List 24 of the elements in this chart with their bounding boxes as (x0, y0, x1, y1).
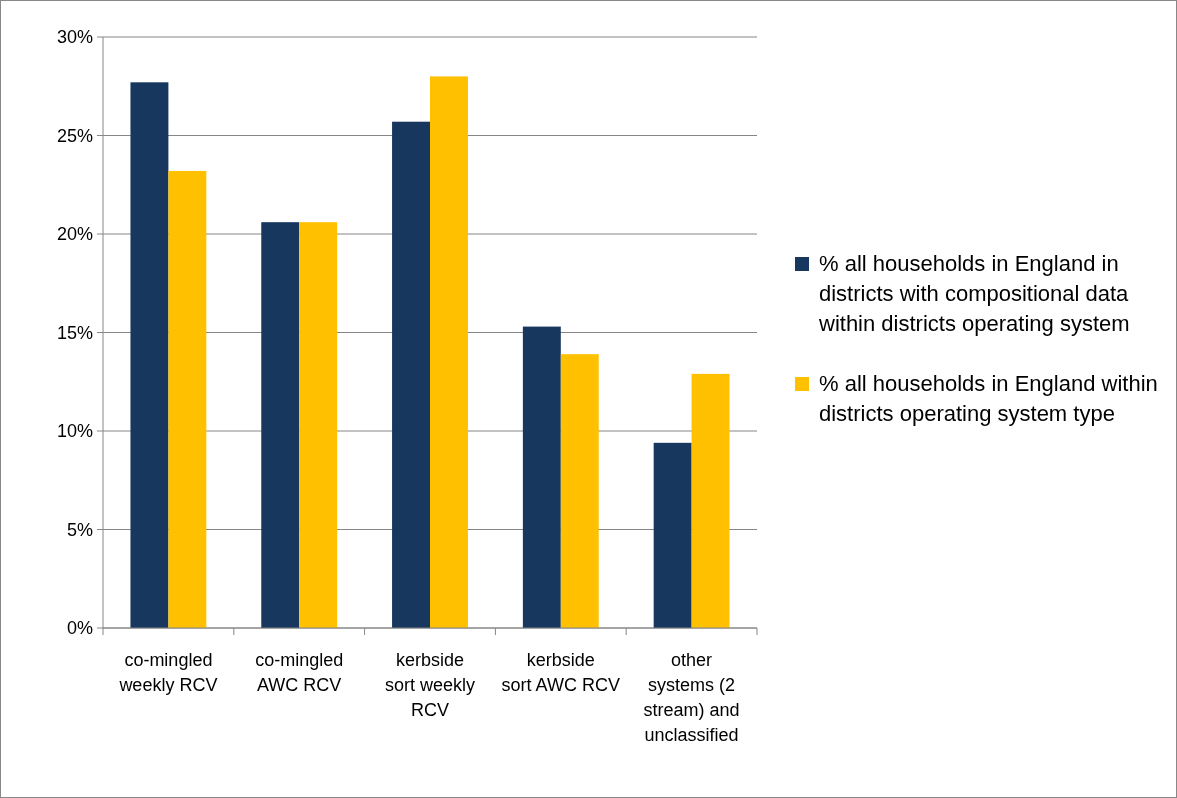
x-tick-label: other systems (2 stream) and unclassified (643, 650, 740, 745)
legend-label: % all households in England in districts with compositional data within districts operating system (818, 251, 1130, 336)
y-tick-label: 25% (56, 125, 93, 146)
y-tick-label: 15% (56, 322, 93, 343)
y-tick-label: 10% (56, 421, 93, 442)
x-tick-label: co-mingled AWC RCV (255, 650, 344, 695)
bar (430, 76, 468, 628)
bar (653, 442, 692, 628)
y-tick-label: 0% (66, 618, 93, 639)
legend-label: % all households in England within districts operating system type (819, 371, 1158, 426)
bar (168, 170, 207, 628)
bar (522, 326, 561, 628)
bar (392, 121, 430, 628)
y-tick-label: 30% (56, 27, 93, 48)
bar (130, 82, 169, 628)
bar (299, 222, 338, 628)
x-tick-label: co-mingled weekly RCV (118, 650, 218, 695)
x-tick-label: kerbside sort AWC RCV (501, 650, 620, 695)
x-tick-label: kerbside sort weekly RCV (384, 650, 476, 720)
y-tick-label: 5% (66, 519, 93, 540)
y-tick-label: 20% (56, 224, 93, 245)
bar (560, 354, 599, 628)
bar (691, 373, 730, 628)
bar (261, 222, 300, 628)
